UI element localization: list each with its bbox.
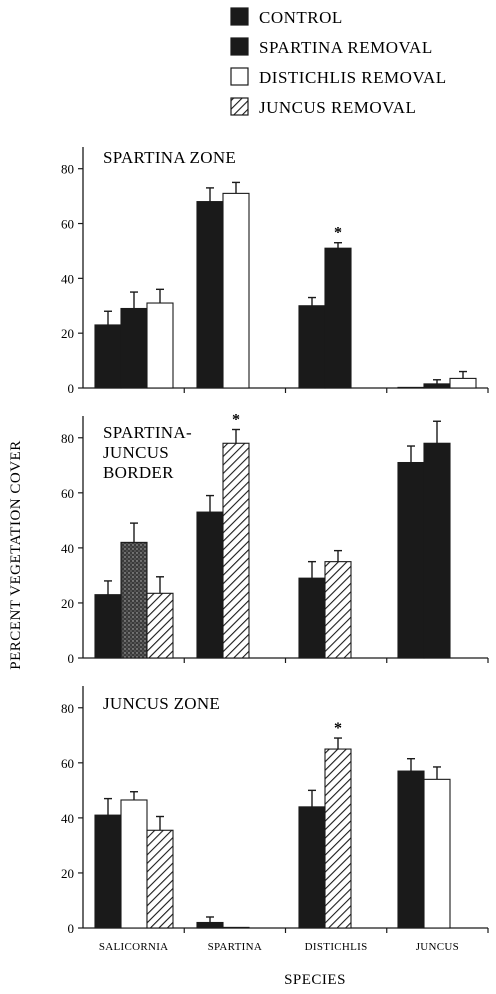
y-tick-label: 20 xyxy=(61,326,74,341)
panel-title: BORDER xyxy=(103,463,174,482)
panel-title: SPARTINA- xyxy=(103,423,192,442)
bar-salicornia-solid xyxy=(94,594,122,659)
bar-salicornia-stipple xyxy=(120,541,148,659)
bar-salicornia-solid xyxy=(120,307,148,389)
chart-panel: 0 20 40 60 80 SPARTINA ZONE * xyxy=(61,147,489,396)
bar-distichlis-hatched xyxy=(324,748,352,929)
legend-label: JUNCUS REMOVAL xyxy=(259,98,416,117)
bar-juncus-open xyxy=(449,377,477,389)
chart-panel: 0 20 40 60 80 JUNCUS ZONE * xyxy=(61,686,489,936)
bar-distichlis-solid xyxy=(298,577,326,659)
bar-spartina-solid xyxy=(196,511,224,659)
y-tick-label: 20 xyxy=(61,866,74,881)
legend: CONTROL SPARTINA REMOVAL DISTICHLIS REMOVA… xyxy=(230,7,447,117)
y-tick-label: 40 xyxy=(61,811,74,826)
y-tick-label: 80 xyxy=(61,162,74,177)
bar-spartina-hatched xyxy=(222,442,250,659)
x-category-label: SPARTINA xyxy=(208,941,263,953)
legend-label: CONTROL xyxy=(259,8,343,27)
legend-label: DISTICHLIS REMOVAL xyxy=(259,68,447,87)
y-tick-label: 40 xyxy=(61,541,74,556)
bar-juncus-solid xyxy=(397,770,425,929)
y-tick-label: 0 xyxy=(68,651,75,666)
y-axis-title: PERCENT VEGETATION COVER xyxy=(8,440,24,669)
bar-juncus-open xyxy=(423,778,451,929)
bar-juncus-solid xyxy=(423,442,451,659)
bar-salicornia-solid xyxy=(94,814,122,929)
panel-title: SPARTINA ZONE xyxy=(103,148,236,167)
bar-distichlis-solid xyxy=(324,247,352,389)
bar-spartina-solid xyxy=(196,921,224,929)
x-category-label: DISTICHLIS xyxy=(305,941,368,953)
bar-salicornia-open xyxy=(146,302,174,389)
bar-juncus-solid xyxy=(397,461,425,659)
y-tick-label: 40 xyxy=(61,271,74,286)
bar-distichlis-solid xyxy=(298,305,326,389)
panel-title: JUNCUS xyxy=(103,443,169,462)
legend-swatch-open xyxy=(230,67,249,86)
significance-marker: * xyxy=(232,412,240,429)
significance-marker: * xyxy=(334,720,342,737)
bar-salicornia-hatched xyxy=(146,829,174,929)
legend-swatch-solid xyxy=(230,7,249,26)
bar-distichlis-hatched xyxy=(324,561,352,659)
bar-spartina-solid xyxy=(196,201,224,389)
y-tick-label: 60 xyxy=(61,756,74,771)
y-tick-label: 60 xyxy=(61,217,74,232)
legend-swatch-solid xyxy=(230,37,249,56)
bar-salicornia-open xyxy=(120,799,148,929)
significance-marker: * xyxy=(334,225,342,242)
chart-panels: 0 20 40 60 80 SPARTINA ZONE * 0 20 40 60 80 SPARTINA… xyxy=(61,147,489,953)
y-tick-label: 0 xyxy=(68,381,75,396)
bar-salicornia-hatched xyxy=(146,592,174,659)
x-axis-title: SPECIES xyxy=(284,972,346,988)
bar-salicornia-solid xyxy=(94,324,122,389)
bar-juncus-solid xyxy=(397,386,425,389)
legend-label: SPARTINA REMOVAL xyxy=(259,38,433,57)
bar-juncus-solid xyxy=(423,383,451,389)
y-tick-label: 0 xyxy=(68,921,75,936)
x-category-label: JUNCUS xyxy=(416,941,459,953)
legend-swatch-hatched xyxy=(230,97,249,116)
x-category-label: SALICORNIA xyxy=(99,941,169,953)
y-tick-label: 20 xyxy=(61,596,74,611)
panel-title: JUNCUS ZONE xyxy=(103,694,220,713)
x-category-labels: SALICORNIA SPARTINA DISTICHLIS JUNCUS xyxy=(99,941,459,953)
bar-spartina-open xyxy=(222,192,250,389)
y-tick-label: 80 xyxy=(61,701,74,716)
y-tick-label: 60 xyxy=(61,486,74,501)
bar-distichlis-solid xyxy=(298,806,326,929)
y-tick-label: 80 xyxy=(61,431,74,446)
bar-spartina-solid xyxy=(222,926,250,929)
